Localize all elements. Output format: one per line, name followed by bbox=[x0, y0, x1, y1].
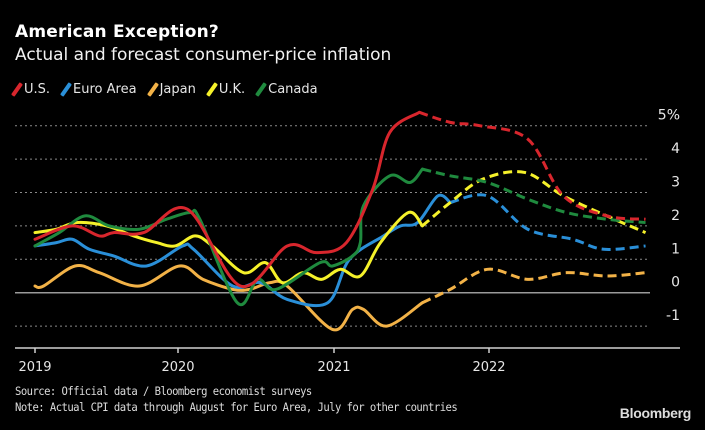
y-tick-label: 3 bbox=[671, 175, 680, 191]
y-tick-label: 0 bbox=[671, 275, 680, 291]
x-tick-label: 2020 bbox=[161, 360, 194, 375]
y-tick-label: 4 bbox=[671, 141, 680, 157]
actual-line-japan bbox=[33, 263, 424, 332]
y-tick-label: 5% bbox=[658, 108, 680, 124]
chart-subtitle: Actual and forecast consumer-price infla… bbox=[15, 45, 392, 65]
legend-label: Euro Area bbox=[73, 82, 137, 97]
y-tick-label: -1 bbox=[666, 308, 680, 324]
x-tick-label: 2019 bbox=[18, 360, 51, 375]
legend-label: Canada bbox=[268, 82, 318, 97]
forecast-line-euro-area bbox=[449, 193, 646, 251]
forecast-line-japan bbox=[421, 267, 646, 305]
forecast-line-u-s bbox=[418, 110, 646, 221]
forecast-line-canada bbox=[422, 167, 646, 225]
x-tick-label: 2021 bbox=[317, 360, 350, 375]
legend: U.S. Euro Area Japan U.K. Canada bbox=[11, 82, 318, 97]
footnote: Note: Actual CPI data through August for… bbox=[15, 400, 458, 414]
y-tick-label: 1 bbox=[671, 241, 680, 257]
y-tick-label: 2 bbox=[671, 208, 680, 224]
legend-item-japan: Japan bbox=[146, 82, 196, 97]
source-note: Source: Official data / Bloomberg econom… bbox=[15, 384, 312, 398]
x-tick-label: 2022 bbox=[472, 360, 505, 375]
legend-item-uk: U.K. bbox=[205, 82, 246, 97]
actual-line-u-s bbox=[33, 110, 421, 288]
actual-line-canada bbox=[33, 167, 424, 307]
bloomberg-logo: Bloomberg bbox=[619, 405, 692, 421]
legend-item-canada: Canada bbox=[255, 82, 318, 97]
legend-item-us: U.S. bbox=[11, 82, 51, 97]
legend-label: Japan bbox=[159, 82, 196, 97]
legend-label: U.S. bbox=[24, 82, 51, 97]
chart-title: American Exception? bbox=[15, 22, 219, 42]
legend-label: U.K. bbox=[218, 82, 246, 97]
legend-item-euro-area: Euro Area bbox=[60, 82, 137, 97]
